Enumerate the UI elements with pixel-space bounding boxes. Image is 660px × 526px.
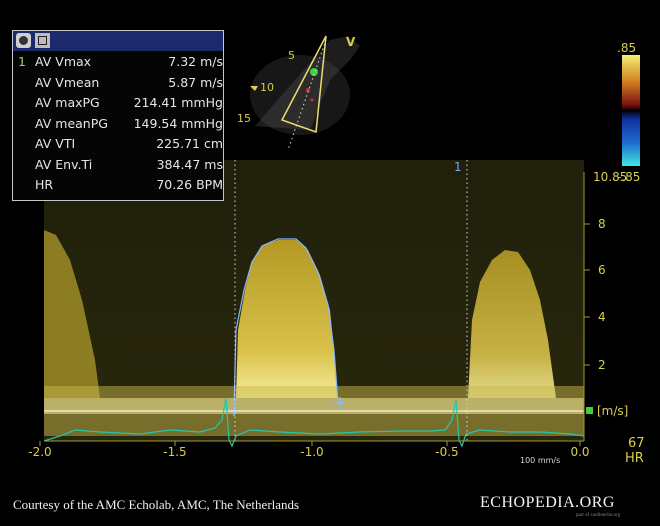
doppler-peak-main bbox=[236, 240, 338, 398]
measurement-value: 225.71 cm bbox=[156, 136, 223, 151]
time-tick-label: 0.0 bbox=[570, 445, 589, 459]
time-tick-label: -2.0 bbox=[28, 445, 51, 459]
baseline-marker-icon[interactable] bbox=[586, 407, 593, 414]
velocity-tick-label: 8 bbox=[598, 217, 606, 231]
measurement-value: 149.54 mmHg bbox=[133, 115, 223, 131]
cycle-cursor-label: 1 bbox=[454, 160, 462, 174]
time-tick-label: -1.5 bbox=[163, 445, 186, 459]
measurement-label: AV Env.Ti bbox=[35, 156, 93, 172]
time-axis-ticks: -2.0 -1.5 -1.0 -0.5 0.0 bbox=[28, 441, 590, 459]
velocity-axis-ticks: 8 6 4 2 bbox=[584, 217, 606, 372]
measurement-label: AV meanPG bbox=[35, 115, 108, 131]
footer-logo: ECHOPEDIA.ORG part of cardioecho.org bbox=[480, 494, 620, 518]
velocity-scale-top: 10.85 bbox=[593, 170, 627, 184]
heart-rate-value: 67 bbox=[628, 436, 645, 451]
measurement-label: AV maxPG bbox=[35, 95, 100, 110]
measurement-value: 70.26 BPM bbox=[156, 177, 223, 192]
measurement-panel: 1 AV Vmax 7.32 m/s AV Vmean 5.87 m/s AV maxPG… bbox=[12, 30, 224, 201]
measurement-label: AV Vmean bbox=[35, 74, 100, 90]
measurement-value: 5.87 m/s bbox=[168, 74, 223, 90]
measurement-label: AV VTI bbox=[35, 136, 76, 151]
probe-orientation-marker: V bbox=[346, 35, 356, 49]
depth-tick-5: 5 bbox=[288, 49, 295, 62]
heart-rate-unit: HR bbox=[625, 451, 644, 466]
measurement-row[interactable]: HR 70.26 BPM bbox=[13, 175, 223, 195]
panel-toolbar bbox=[13, 31, 223, 51]
depth-tick-15: 15 bbox=[237, 112, 251, 125]
measurement-label: HR bbox=[35, 177, 54, 192]
record-icon[interactable] bbox=[16, 33, 31, 48]
measurement-row[interactable]: AV maxPG 214.41 mmHg bbox=[13, 93, 223, 113]
caliper-end-marker[interactable] bbox=[334, 397, 346, 409]
footer-logo-subtitle: part of cardioecho.org bbox=[576, 513, 621, 518]
depth-tick-10: 10 bbox=[260, 81, 274, 94]
measurement-row[interactable]: AV Vmean 5.87 m/s bbox=[13, 73, 223, 93]
measurement-index: 1 bbox=[18, 54, 26, 69]
measurement-row[interactable]: 1 AV Vmax 7.32 m/s bbox=[13, 52, 223, 72]
velocity-unit-label: [m/s] bbox=[597, 404, 628, 418]
sweep-speed-label: 100 mm/s bbox=[520, 456, 560, 465]
doppler-peak-right bbox=[468, 250, 556, 398]
measurement-value: 384.47 ms bbox=[156, 156, 223, 172]
caliper-start-marker[interactable] bbox=[228, 404, 240, 416]
time-tick-label: -0.5 bbox=[435, 445, 458, 459]
velocity-envelope-trace bbox=[233, 238, 343, 411]
ecg-trace bbox=[43, 397, 585, 448]
footer-credit: Courtesy of the AMC Echolab, AMC, The Ne… bbox=[13, 497, 300, 512]
color-scale-bar bbox=[622, 55, 640, 166]
velocity-tick-label: 4 bbox=[598, 310, 606, 324]
time-tick-label: -1.0 bbox=[300, 445, 323, 459]
doppler-baseline-glow bbox=[44, 398, 584, 414]
color-scale-min: -.85 bbox=[617, 170, 640, 184]
probe-sector-thumbnail bbox=[250, 35, 360, 151]
measurement-value: 214.41 mmHg bbox=[133, 95, 223, 110]
measurement-label: AV Vmax bbox=[35, 54, 92, 69]
velocity-tick-label: 6 bbox=[598, 263, 606, 277]
doppler-peak-left bbox=[44, 230, 100, 398]
footer-logo-text: ECHOPEDIA.ORG bbox=[480, 494, 615, 511]
measurement-row[interactable]: AV Env.Ti 384.47 ms bbox=[13, 155, 223, 175]
measurement-row[interactable]: AV VTI 225.71 cm bbox=[13, 134, 223, 154]
measurement-row[interactable]: AV meanPG 149.54 mmHg bbox=[13, 114, 223, 134]
color-scale-max: .85 bbox=[617, 41, 636, 55]
velocity-tick-label: 2 bbox=[598, 358, 606, 372]
edit-icon[interactable] bbox=[35, 33, 50, 48]
measurement-value: 7.32 m/s bbox=[168, 54, 223, 69]
